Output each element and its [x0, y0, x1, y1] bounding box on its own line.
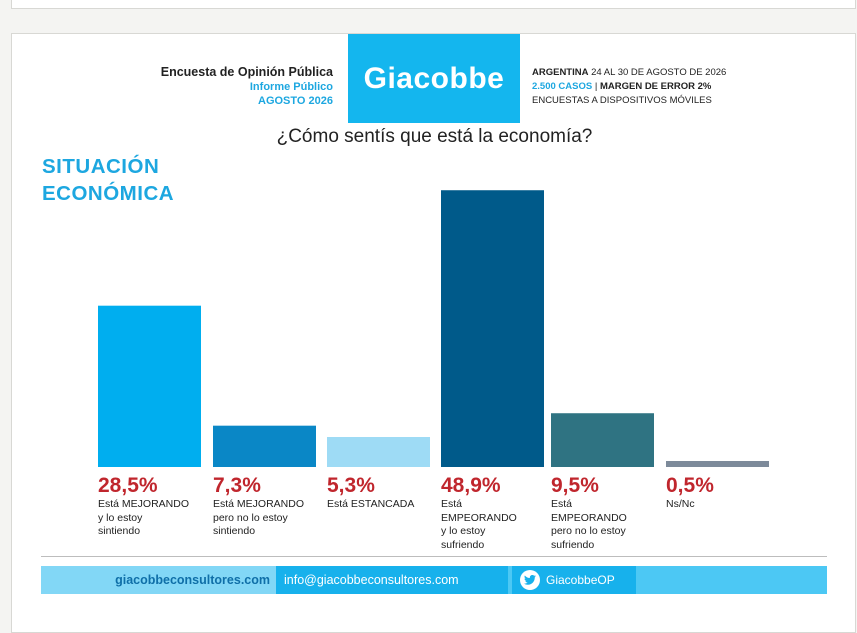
- previous-slide-edge: [11, 0, 856, 9]
- fieldwork-line: ARGENTINA 24 AL 30 DE AGOSTO DE 2026: [532, 66, 726, 80]
- value-label-1: 28,5%: [98, 474, 158, 497]
- brand-logo: Giacobbe: [348, 34, 520, 123]
- method-line: ENCUESTAS A DISPOSITIVOS MÓVILES: [532, 95, 712, 106]
- category-label-5: 9,5% Está EMPEORANDO pero no lo estoy sufrie…: [551, 475, 666, 552]
- bar-4: [441, 190, 544, 467]
- sample-line: 2.500 CASOS | MARGEN DE ERROR 2%: [532, 80, 726, 94]
- bar-6: [666, 461, 769, 467]
- category-label-2: 7,3% Está MEJORANDO pero no lo estoy sintie…: [213, 475, 328, 539]
- category-text-4: Está EMPEORANDO y lo estoy sufriendo: [441, 498, 517, 551]
- section-title-line-1: SITUACIÓN: [42, 155, 160, 178]
- bar-1: [98, 305, 201, 467]
- category-text-3: Está ESTANCADA: [327, 498, 415, 510]
- bar-3: [327, 437, 430, 467]
- section-title: SITUACIÓN ECONÓMICA: [42, 153, 174, 207]
- category-text-2: Está MEJORANDO pero no lo estoy sintiendo: [213, 498, 305, 537]
- website-link[interactable]: giacobbeconsultores.com: [41, 566, 276, 594]
- category-text-1: Está MEJORANDO y lo estoy sintiendo: [98, 498, 190, 537]
- margin-of-error: MARGEN DE ERROR 2%: [599, 81, 712, 92]
- fieldwork-dates: 24 AL 30 DE AGOSTO DE 2026: [591, 67, 727, 78]
- header-right: ARGENTINA 24 AL 30 DE AGOSTO DE 2026 2.5…: [532, 66, 726, 108]
- bar-chart: [98, 190, 769, 467]
- email-link[interactable]: info@giacobbeconsultores.com: [276, 566, 508, 594]
- brand-name: Giacobbe: [363, 61, 505, 95]
- value-label-5: 9,5%: [551, 474, 599, 497]
- twitter-icon: [520, 570, 540, 590]
- footer-bar: giacobbeconsultores.com info@giacobbecon…: [41, 566, 827, 594]
- footer-divider: [41, 556, 827, 557]
- section-title-line-2: ECONÓMICA: [42, 182, 175, 205]
- twitter-handle: GiacobbeOP: [546, 573, 615, 587]
- category-label-3: 5,3% Está ESTANCADA: [327, 475, 442, 512]
- chart-title: ¿Cómo sentís que está la economía?: [276, 126, 593, 147]
- header-left: Encuesta de Opinión Pública Informe Públ…: [93, 65, 333, 108]
- report-type: Informe Público: [249, 81, 333, 93]
- value-label-6: 0,5%: [666, 474, 714, 497]
- value-label-3: 5,3%: [327, 474, 375, 497]
- survey-title: Encuesta de Opinión Pública: [160, 65, 333, 79]
- category-label-1: 28,5% Está MEJORANDO y lo estoy sintiendo: [98, 475, 213, 539]
- separator: |: [594, 81, 598, 92]
- twitter-link[interactable]: GiacobbeOP: [512, 566, 636, 594]
- report-period: AGOSTO 2026: [258, 95, 333, 107]
- category-text-5: Está EMPEORANDO pero no lo estoy sufriendo: [551, 498, 627, 551]
- value-label-4: 48,9%: [441, 474, 501, 497]
- bar-5: [551, 413, 654, 467]
- value-label-2: 7,3%: [213, 474, 261, 497]
- category-text-6: Ns/Nc: [666, 498, 695, 510]
- category-label-4: 48,9% Está EMPEORANDO y lo estoy sufriendo: [441, 475, 556, 552]
- category-label-6: 0,5% Ns/Nc: [666, 475, 781, 512]
- sample-cases: 2.500 CASOS: [532, 81, 593, 92]
- report-card: Encuesta de Opinión Pública Informe Públ…: [11, 33, 856, 633]
- country: ARGENTINA: [532, 67, 589, 78]
- bar-2: [213, 425, 316, 467]
